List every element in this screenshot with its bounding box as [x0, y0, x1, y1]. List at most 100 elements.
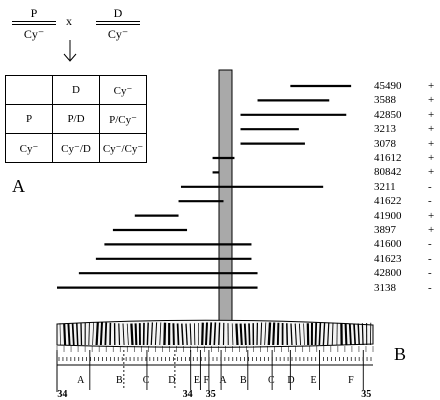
- punnett-row: P P/D P/Cy⁻: [5, 104, 147, 134]
- chromosome-band: [118, 323, 121, 346]
- complementation-result: +: [428, 123, 435, 136]
- deficiency-name: 42800: [374, 267, 402, 280]
- complementation-result: +: [428, 209, 435, 222]
- subdivision-label: B: [116, 375, 123, 386]
- chromosome-band: [294, 323, 297, 346]
- cross-operator: x: [66, 14, 72, 28]
- chromosome-band: [314, 322, 318, 346]
- deficiency-row: 3897 +: [374, 224, 434, 236]
- chromosome-band: [209, 322, 213, 346]
- complementation-result: +: [428, 80, 435, 92]
- chromosome-band: [67, 323, 71, 346]
- chromosome-band: [201, 322, 204, 346]
- chromosome-band: [286, 323, 289, 346]
- chromosome-band: [122, 323, 125, 346]
- deficiency-name: 3138: [374, 281, 396, 294]
- chromosome-band: [218, 322, 221, 346]
- deficiency-row: 42850 +: [374, 108, 434, 121]
- complementation-result: +: [428, 94, 435, 107]
- subdivision-label: A: [77, 375, 85, 386]
- chromosome-band: [130, 323, 134, 346]
- chromosome-pair-mark: [96, 21, 140, 25]
- subdivision-label: F: [348, 375, 354, 386]
- punnett-row: Cy⁻ Cy⁻/D Cy⁻/Cy⁻: [5, 133, 147, 163]
- deficiency-name: 41600: [374, 238, 402, 251]
- chromosome-band: [239, 323, 243, 346]
- chromosome-band: [361, 323, 364, 346]
- deficiency-name: 3078: [374, 137, 396, 150]
- chromosome-band: [331, 322, 334, 346]
- chromosome-band: [276, 322, 280, 346]
- subdivision-label: C: [268, 375, 275, 386]
- punnett-row-header: P: [5, 104, 53, 134]
- deficiency-row: 3078 +: [374, 137, 434, 150]
- complementation-result: -: [428, 252, 432, 265]
- deficiency-row: 3213 +: [374, 123, 434, 136]
- parent-left-top-allele: P: [30, 6, 38, 20]
- chromosome-band: [63, 323, 67, 346]
- division-number: 34: [57, 389, 67, 400]
- subdivision-label: B: [240, 375, 247, 386]
- deficiency-name: 3897: [374, 224, 396, 236]
- chromosome-band: [126, 323, 129, 346]
- chromosome-band: [185, 323, 188, 346]
- chromosome-band: [243, 323, 247, 346]
- subdivision-label: A: [219, 375, 227, 386]
- chromosome-band: [327, 322, 330, 346]
- punnett-square: D Cy⁻ P P/D P/Cy⁻ Cy⁻ Cy⁻/D Cy⁻/Cy⁻: [5, 75, 147, 163]
- chromosome-band: [213, 322, 217, 346]
- deficiency-name: 3588: [374, 94, 396, 107]
- region-highlight-bar: [218, 69, 233, 343]
- chromosome-band: [272, 322, 276, 346]
- chromosome-band: [298, 323, 301, 346]
- subdivision-label: D: [168, 375, 175, 386]
- subdivision-label: C: [143, 375, 150, 386]
- chromosome-band: [146, 322, 149, 346]
- panel-label-a: A: [12, 176, 25, 196]
- chromosome-band: [204, 322, 208, 346]
- deficiency-row: 41622 -: [374, 195, 432, 208]
- deficiency-name: 80842: [374, 166, 402, 179]
- division-number: 35: [361, 389, 371, 400]
- deficiency-name: 42850: [374, 108, 402, 121]
- chromosome-band: [76, 323, 79, 346]
- deficiency-row: 41612 +: [374, 152, 434, 164]
- chromosome-band: [104, 322, 108, 346]
- complementation-result: +: [428, 166, 435, 179]
- chromosome-band: [290, 323, 293, 346]
- deficiency-row: 41600 -: [374, 238, 432, 251]
- chromosome-band: [88, 322, 90, 346]
- deficiency-name: 41612: [374, 152, 402, 164]
- panel-label-b: B: [394, 344, 407, 364]
- parent-left-bottom-allele: Cy⁻: [23, 27, 45, 41]
- deficiency-row: 3211 -: [374, 181, 432, 193]
- chromosome-band: [348, 323, 352, 346]
- chromosome-band: [248, 323, 251, 346]
- chromosome-band: [159, 322, 162, 346]
- parent-right-bottom-allele: Cy⁻: [107, 27, 129, 41]
- parent-right-top-allele: D: [113, 6, 123, 20]
- chromosome-band: [353, 323, 357, 346]
- deficiency-name: 3213: [374, 123, 396, 136]
- division-number: 35: [206, 389, 216, 400]
- chromosome-band: [322, 322, 326, 346]
- subdivision-label: E: [311, 375, 317, 386]
- complementation-result: -: [428, 238, 432, 251]
- chromosome-band: [267, 322, 272, 346]
- deficiency-name: 41622: [374, 195, 402, 208]
- punnett-row-header: Cy⁻: [5, 133, 53, 163]
- deficiency-row: 3138 -: [374, 281, 432, 294]
- parent-left-genotype: P Cy⁻: [12, 6, 56, 41]
- chromosome-band: [92, 322, 94, 346]
- chromosome-band: [357, 323, 360, 346]
- complementation-result: +: [428, 137, 435, 150]
- chromosome-band: [176, 323, 180, 346]
- chromosome-band: [260, 322, 263, 346]
- complementation-result: +: [428, 224, 435, 236]
- complementation-result: -: [428, 180, 432, 193]
- deficiency-row: 80842 +: [374, 166, 434, 179]
- deficiency-row: 45490 +: [374, 80, 434, 92]
- punnett-cell: P/D: [52, 104, 100, 134]
- chromosome-band: [154, 322, 158, 346]
